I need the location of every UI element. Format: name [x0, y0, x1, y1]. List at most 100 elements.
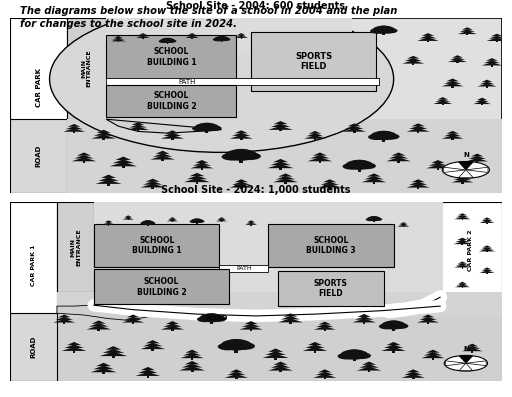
Polygon shape: [115, 156, 131, 160]
Circle shape: [373, 218, 382, 221]
Polygon shape: [471, 351, 474, 353]
Polygon shape: [479, 82, 495, 84]
Circle shape: [205, 125, 222, 131]
Polygon shape: [353, 131, 355, 133]
Text: ROAD: ROAD: [205, 315, 228, 321]
Polygon shape: [73, 351, 75, 353]
Polygon shape: [419, 317, 437, 320]
Polygon shape: [318, 322, 331, 324]
Circle shape: [193, 218, 201, 222]
Polygon shape: [196, 182, 199, 184]
Polygon shape: [310, 155, 330, 158]
Circle shape: [357, 163, 376, 169]
Text: N: N: [463, 152, 469, 158]
Polygon shape: [477, 83, 497, 87]
Polygon shape: [289, 322, 292, 324]
Polygon shape: [479, 220, 495, 223]
Circle shape: [373, 132, 387, 137]
Bar: [10, 313, 57, 381]
Polygon shape: [93, 366, 114, 369]
Polygon shape: [481, 269, 493, 271]
Polygon shape: [146, 376, 149, 378]
Polygon shape: [185, 36, 199, 38]
Polygon shape: [171, 138, 174, 140]
Polygon shape: [163, 324, 182, 327]
Polygon shape: [455, 285, 470, 287]
Polygon shape: [146, 179, 160, 182]
Polygon shape: [163, 133, 182, 136]
Polygon shape: [106, 119, 222, 133]
Polygon shape: [57, 304, 167, 320]
Circle shape: [144, 220, 152, 223]
Polygon shape: [284, 182, 287, 184]
Polygon shape: [136, 36, 150, 38]
Circle shape: [370, 216, 378, 220]
Polygon shape: [273, 178, 298, 182]
Polygon shape: [193, 162, 211, 166]
Circle shape: [357, 162, 372, 167]
Polygon shape: [433, 101, 453, 104]
Polygon shape: [412, 378, 415, 380]
Polygon shape: [466, 361, 486, 366]
Polygon shape: [234, 179, 248, 182]
Polygon shape: [404, 58, 422, 61]
Polygon shape: [102, 372, 105, 374]
Polygon shape: [68, 124, 80, 127]
Bar: [106, 78, 379, 85]
Polygon shape: [82, 161, 86, 163]
Polygon shape: [180, 355, 204, 358]
Polygon shape: [247, 220, 254, 222]
Polygon shape: [314, 138, 316, 140]
Polygon shape: [459, 363, 473, 371]
Polygon shape: [482, 62, 502, 66]
Circle shape: [238, 151, 256, 158]
Polygon shape: [456, 263, 469, 266]
Polygon shape: [122, 166, 125, 168]
Polygon shape: [458, 213, 467, 216]
Polygon shape: [278, 318, 303, 322]
Polygon shape: [279, 168, 282, 170]
Circle shape: [143, 221, 150, 224]
Polygon shape: [72, 157, 96, 161]
Polygon shape: [308, 157, 332, 161]
Circle shape: [196, 220, 203, 222]
Polygon shape: [400, 222, 407, 224]
Circle shape: [346, 160, 373, 170]
Polygon shape: [98, 177, 119, 181]
Polygon shape: [232, 182, 250, 185]
Polygon shape: [152, 349, 154, 351]
Polygon shape: [457, 283, 468, 285]
Polygon shape: [270, 162, 291, 165]
Polygon shape: [359, 364, 379, 368]
Circle shape: [189, 220, 198, 223]
Polygon shape: [486, 58, 498, 61]
Polygon shape: [402, 60, 424, 64]
Polygon shape: [437, 168, 439, 170]
Circle shape: [197, 124, 210, 129]
Polygon shape: [138, 35, 148, 37]
Polygon shape: [94, 132, 113, 136]
Polygon shape: [477, 98, 487, 100]
Bar: [94, 270, 229, 304]
Text: SCHOOL
BUILDING 2: SCHOOL BUILDING 2: [137, 277, 186, 297]
Polygon shape: [412, 123, 425, 126]
Polygon shape: [452, 86, 454, 88]
Circle shape: [217, 36, 226, 39]
Circle shape: [221, 38, 230, 41]
Polygon shape: [279, 173, 292, 177]
Circle shape: [375, 131, 392, 137]
Circle shape: [379, 324, 395, 330]
Ellipse shape: [50, 6, 394, 152]
Polygon shape: [324, 329, 326, 331]
Polygon shape: [63, 128, 85, 132]
Polygon shape: [432, 358, 434, 360]
Polygon shape: [124, 217, 133, 218]
Polygon shape: [156, 151, 169, 154]
Polygon shape: [417, 37, 439, 41]
Polygon shape: [424, 352, 442, 355]
Polygon shape: [273, 159, 288, 162]
Polygon shape: [187, 175, 207, 179]
Circle shape: [392, 323, 409, 329]
Polygon shape: [455, 239, 470, 242]
Polygon shape: [459, 356, 473, 363]
